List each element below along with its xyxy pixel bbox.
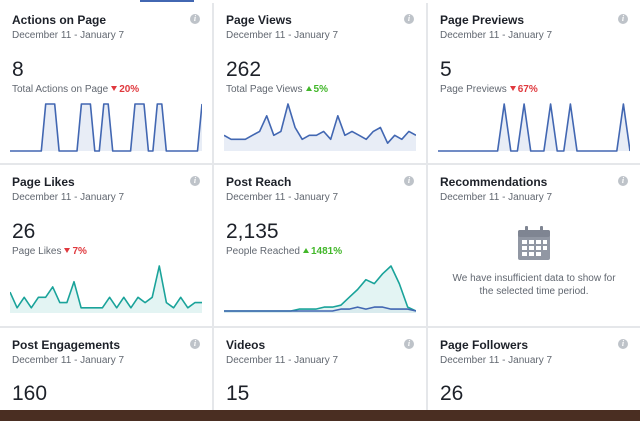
sparkline-area	[10, 104, 202, 151]
card-value: 8	[12, 58, 24, 81]
sparkline-area	[10, 266, 202, 313]
card-sub-label: Page Previews 67%	[440, 84, 538, 95]
sparkline-chart	[438, 103, 630, 152]
insights-grid: Actions on Page i December 11 - January …	[0, 0, 640, 410]
card-date-range: December 11 - January 7	[226, 355, 339, 366]
card-value: 26	[440, 382, 464, 405]
card-date-range: December 11 - January 7	[12, 355, 125, 366]
card-title[interactable]: Videos	[226, 338, 266, 352]
card-sub-label: Total Page Views 5%	[226, 84, 328, 95]
card-date-range: December 11 - January 7	[440, 30, 553, 41]
card-page-followers[interactable]: Page Followers i December 11 - January 7…	[428, 328, 640, 410]
card-date-range: December 11 - January 7	[440, 192, 553, 203]
up-arrow-icon	[305, 86, 312, 92]
info-icon[interactable]: i	[618, 14, 628, 24]
down-arrow-icon	[64, 248, 71, 254]
card-value: 160	[12, 382, 48, 405]
card-title[interactable]: Page Likes	[12, 175, 75, 189]
active-tab-indicator	[140, 0, 194, 2]
card-page-previews[interactable]: Page Previews i December 11 - January 7 …	[428, 3, 640, 163]
card-title[interactable]: Page Previews	[440, 13, 525, 27]
sparkline-chart	[10, 265, 202, 313]
card-title[interactable]: Page Views	[226, 13, 292, 27]
card-post-reach[interactable]: Post Reach i December 11 - January 7 2,1…	[214, 165, 426, 326]
sparkline-line	[10, 265, 202, 309]
card-title[interactable]: Post Engagements	[12, 338, 121, 352]
change-percent: 5%	[313, 84, 328, 95]
down-arrow-icon	[111, 86, 118, 92]
info-icon[interactable]: i	[404, 176, 414, 186]
up-arrow-icon	[302, 248, 309, 254]
card-title[interactable]: Page Followers	[440, 338, 529, 352]
sparkline-chart	[224, 103, 416, 151]
card-post-engagements[interactable]: Post Engagements i December 11 - January…	[0, 328, 212, 410]
sparkline-line	[224, 103, 416, 144]
info-icon[interactable]: i	[190, 14, 200, 24]
info-icon[interactable]: i	[618, 339, 628, 349]
down-arrow-icon	[509, 86, 516, 92]
card-date-range: December 11 - January 7	[12, 192, 125, 203]
card-value: 2,135	[226, 220, 279, 243]
card-title[interactable]: Recommendations	[440, 175, 548, 189]
empty-state-message: We have insufficient data to show for th…	[452, 273, 616, 297]
sparkline-line	[438, 103, 630, 152]
card-page-views[interactable]: Page Views i December 11 - January 7 262…	[214, 3, 426, 163]
info-icon[interactable]: i	[190, 176, 200, 186]
card-date-range: December 11 - January 7	[226, 192, 339, 203]
sparkline-area	[224, 266, 416, 313]
sparkline-line	[224, 306, 416, 312]
sparkline-chart	[10, 103, 202, 152]
card-title[interactable]: Post Reach	[226, 175, 292, 189]
card-videos[interactable]: Videos i December 11 - January 7 15	[214, 328, 426, 410]
info-icon[interactable]: i	[404, 339, 414, 349]
card-sub-label: Page Likes 7%	[12, 246, 87, 257]
card-recommendations[interactable]: Recommendations i December 11 - January …	[428, 165, 640, 326]
change-percent: 7%	[72, 246, 87, 257]
sparkline-line	[10, 103, 202, 152]
card-date-range: December 11 - January 7	[12, 30, 125, 41]
sparkline-area	[224, 104, 416, 151]
change-percent: 1481%	[310, 246, 343, 257]
sparkline-area	[438, 104, 630, 151]
card-value: 26	[12, 220, 36, 243]
tab-bar	[0, 0, 640, 3]
card-page-likes[interactable]: Page Likes i December 11 - January 7 26 …	[0, 165, 212, 326]
change-percent: 67%	[517, 84, 538, 95]
card-actions-on-page[interactable]: Actions on Page i December 11 - January …	[0, 3, 212, 163]
sparkline-chart	[224, 265, 416, 313]
card-sub-label: People Reached 1481%	[226, 246, 343, 257]
change-percent: 20%	[119, 84, 140, 95]
card-date-range: December 11 - January 7	[226, 30, 339, 41]
card-date-range: December 11 - January 7	[440, 355, 553, 366]
card-sub-label: Total Actions on Page 20%	[12, 84, 140, 95]
card-value: 262	[226, 58, 262, 81]
card-value: 15	[226, 382, 250, 405]
card-title[interactable]: Actions on Page	[12, 13, 107, 27]
empty-state: We have insufficient data to show for th…	[428, 225, 640, 298]
calendar-icon	[518, 226, 550, 260]
info-icon[interactable]: i	[404, 14, 414, 24]
card-value: 5	[440, 58, 452, 81]
info-icon[interactable]: i	[190, 339, 200, 349]
info-icon[interactable]: i	[618, 176, 628, 186]
